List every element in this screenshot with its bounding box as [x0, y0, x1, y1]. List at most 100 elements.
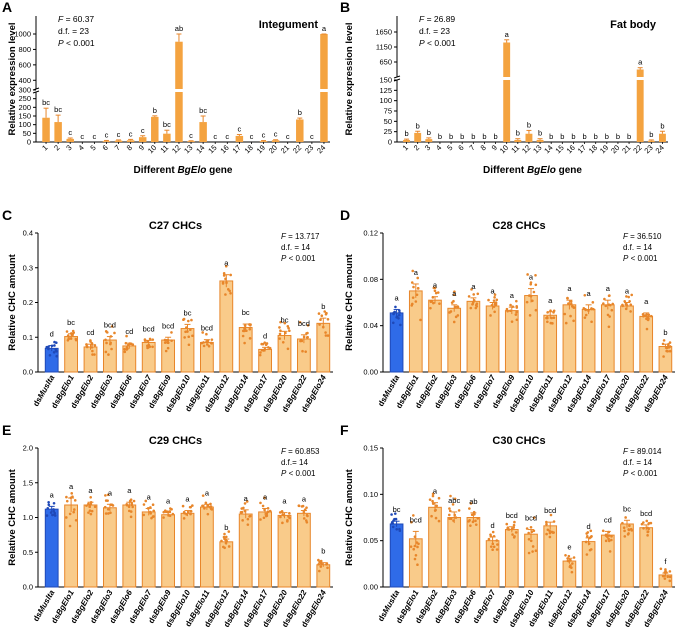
data-point [433, 289, 437, 293]
data-point [151, 338, 155, 341]
data-point [456, 305, 460, 309]
significance-letter: a [322, 24, 327, 33]
data-point [104, 494, 107, 497]
panel-d: D0.000.040.080.12adsMusltaadsBgElo1adsBg… [340, 207, 675, 414]
data-point [240, 510, 244, 514]
data-point [454, 516, 458, 519]
data-point [642, 526, 645, 530]
data-point [610, 538, 613, 542]
data-point [306, 324, 310, 327]
data-point [71, 495, 74, 498]
bar [114, 140, 123, 142]
data-point [125, 346, 129, 349]
stat-line-part: d.f. = 14 [623, 458, 653, 467]
data-point [570, 570, 574, 574]
data-point [89, 339, 92, 342]
x-tick-label: 13 [182, 143, 194, 155]
bar [199, 506, 214, 588]
data-point [584, 308, 588, 312]
data-point [259, 518, 262, 521]
data-point [606, 313, 610, 317]
data-point [220, 539, 223, 543]
significance-letter: a [302, 495, 307, 504]
bar [447, 307, 462, 373]
data-point [431, 492, 435, 496]
stat-line-part: = 26.89 [424, 14, 455, 24]
data-point [85, 345, 89, 349]
panel-letter: A [2, 0, 12, 15]
data-point [189, 328, 192, 332]
x-tick-label-part: Muslta [381, 588, 402, 615]
data-point [532, 516, 536, 519]
data-point [249, 324, 252, 327]
data-point [125, 334, 128, 338]
significance-letter: a [625, 287, 630, 296]
data-point [317, 312, 321, 315]
data-point [201, 504, 205, 508]
data-point [163, 341, 167, 344]
significance-letter: bc [393, 505, 401, 514]
data-point [584, 313, 588, 317]
data-point [428, 498, 432, 501]
data-point [564, 321, 568, 325]
x-tick-label: 23 [303, 143, 315, 155]
data-point [301, 349, 304, 353]
x-tick-label: 24 [654, 143, 666, 155]
significance-letter: a [567, 284, 572, 293]
y-tick-label: 0.15 [363, 444, 378, 453]
data-point [410, 520, 413, 524]
data-point [204, 501, 208, 505]
data-point [397, 317, 400, 320]
data-point [65, 495, 68, 499]
data-point [552, 531, 555, 534]
data-point [248, 515, 251, 518]
data-point [242, 506, 245, 510]
data-point [662, 339, 666, 342]
data-point [391, 525, 395, 529]
data-point [66, 338, 70, 342]
data-point [608, 550, 612, 553]
data-point [85, 504, 88, 507]
data-point [202, 341, 205, 344]
data-point [513, 520, 516, 524]
data-point [182, 318, 185, 322]
data-point [259, 351, 262, 354]
data-point [279, 515, 282, 519]
data-point [189, 512, 192, 516]
stat-line-part: < 0.001 [286, 254, 316, 263]
data-point [474, 519, 477, 523]
data-point [515, 306, 519, 309]
data-point [528, 294, 531, 297]
significance-letter: c [129, 129, 133, 138]
data-point [567, 554, 571, 558]
data-point [412, 514, 415, 517]
data-point [474, 306, 478, 310]
data-point [489, 533, 492, 536]
data-point [509, 303, 512, 307]
data-point [590, 307, 593, 310]
data-point [607, 534, 611, 537]
data-point [528, 314, 532, 317]
bar [485, 540, 500, 588]
data-point [222, 545, 225, 549]
data-point [123, 350, 127, 354]
significance-letter: d [587, 522, 591, 531]
y-tick-label: 300 [18, 86, 31, 95]
significance-letter: a [433, 281, 438, 290]
y-tick-label: 1650 [375, 28, 392, 37]
data-point [162, 516, 165, 519]
significance-letter: bc [281, 315, 289, 324]
bar [277, 514, 292, 588]
stat-line-part: F [281, 447, 287, 456]
data-point [187, 335, 191, 339]
data-point [248, 327, 252, 331]
x-tick-label: 2 [52, 143, 61, 152]
data-point [468, 507, 471, 510]
data-point [245, 500, 249, 503]
bar [238, 513, 253, 588]
data-point [224, 535, 228, 539]
data-point [627, 528, 630, 531]
data-point [529, 539, 533, 543]
chart-title: C29 CHCs [149, 435, 202, 447]
significance-letter: bcd [143, 324, 155, 333]
